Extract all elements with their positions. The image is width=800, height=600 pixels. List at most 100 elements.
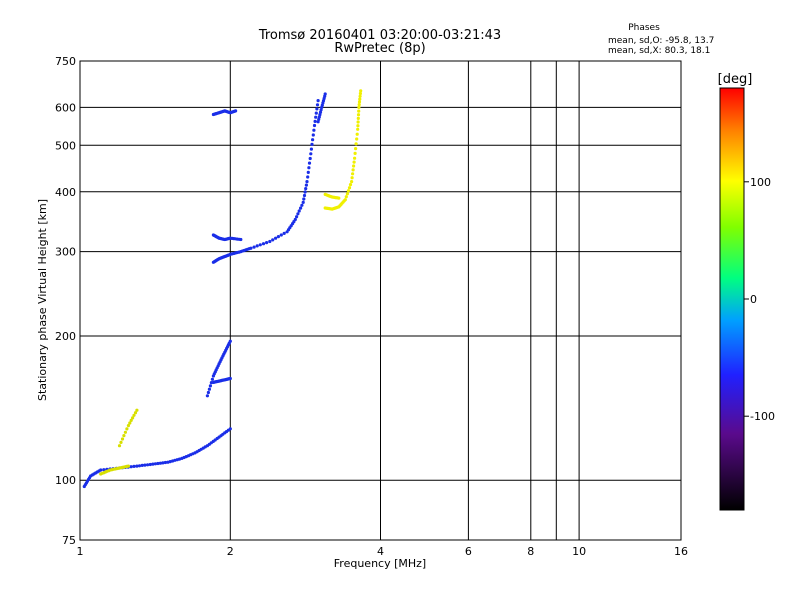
data-point (239, 237, 243, 242)
data-point (346, 189, 350, 193)
data-point (210, 377, 214, 381)
data-point (228, 427, 232, 431)
data-point (354, 142, 358, 146)
data-points (82, 89, 363, 489)
data-point (126, 464, 130, 468)
data-point (295, 215, 299, 219)
data-point (302, 193, 307, 198)
data-point (205, 394, 209, 398)
data-point (137, 464, 142, 468)
data-point (128, 421, 132, 425)
data-point (310, 142, 314, 146)
data-point (359, 89, 363, 93)
data-point (252, 245, 256, 249)
y-tick-label: 300 (55, 246, 76, 259)
data-point (315, 107, 319, 111)
y-tick-label: 750 (55, 55, 76, 68)
data-point (337, 196, 341, 200)
x-tick-label: 16 (674, 545, 688, 558)
data-point (315, 103, 320, 107)
data-point (355, 137, 359, 141)
data-point (120, 437, 125, 441)
x-tick-label: 1 (77, 545, 84, 558)
data-point (309, 147, 313, 151)
legend-header: Phases (628, 23, 660, 33)
data-point (228, 376, 232, 381)
data-point (356, 116, 360, 120)
y-tick-label: 600 (55, 101, 76, 114)
data-point (163, 460, 167, 465)
data-point (301, 200, 305, 204)
data-point (122, 434, 126, 438)
data-point (323, 92, 327, 96)
data-point (357, 105, 361, 109)
x-axis-label: Frequency [MHz] (334, 557, 426, 570)
data-point (255, 244, 259, 248)
y-tick-label: 500 (55, 139, 76, 152)
x-axis-ticks: 1 2 4 6 8 10 16 (77, 545, 689, 558)
data-point (314, 115, 318, 119)
data-point (274, 236, 278, 240)
data-point (357, 103, 361, 107)
data-point (356, 113, 361, 117)
data-point (102, 468, 106, 472)
data-point (265, 241, 269, 245)
data-point (356, 127, 360, 131)
data-point (316, 120, 320, 124)
data-point (356, 124, 360, 128)
data-point (148, 462, 152, 467)
data-point (351, 168, 355, 172)
data-point (358, 94, 362, 98)
x-tick-label: 10 (572, 545, 586, 558)
data-point (123, 430, 127, 434)
data-point (151, 462, 155, 466)
data-point (249, 246, 253, 250)
data-point (350, 176, 354, 180)
data-point (308, 156, 312, 161)
colorbar-tick-label: -100 (750, 410, 775, 423)
legend-line-x: mean, sd,X: 80.3, 18.1 (608, 46, 710, 56)
data-point (306, 170, 310, 174)
data-point (350, 180, 354, 184)
data-point (353, 156, 357, 160)
data-point (206, 390, 210, 395)
chart-title: Tromsø 20160401 03:20:00-03:21:43 (258, 28, 501, 43)
chart-subtitle: RwPretec (8p) (334, 41, 425, 56)
data-point (343, 198, 347, 202)
data-point (131, 416, 135, 420)
data-point (307, 166, 311, 170)
data-point (282, 231, 286, 235)
data-point (132, 464, 136, 468)
legend-line-o: mean, sd,O: -95.8, 13.7 (608, 36, 714, 46)
data-point (345, 192, 349, 196)
data-point (304, 187, 308, 191)
x-tick-label: 2 (227, 545, 234, 558)
data-point (352, 164, 356, 168)
data-point (344, 195, 348, 199)
data-point (293, 217, 297, 222)
colorbar (719, 87, 745, 511)
data-point (303, 190, 307, 194)
data-point (309, 152, 313, 156)
data-point (312, 123, 317, 128)
colorbar-tick-label: 100 (750, 176, 771, 189)
data-point (140, 463, 144, 467)
data-point (356, 120, 360, 124)
data-point (299, 206, 303, 210)
colorbar-tick-label: 0 (750, 293, 757, 306)
data-point (129, 465, 133, 469)
data-point (207, 387, 211, 391)
data-point (312, 128, 316, 132)
y-tick-label: 75 (62, 534, 76, 547)
data-point (311, 138, 315, 142)
data-point (135, 464, 139, 468)
data-point (317, 117, 321, 121)
data-point (306, 175, 310, 179)
colorbar-label: [deg] (718, 72, 753, 87)
data-point (234, 109, 238, 113)
data-point (125, 427, 129, 431)
data-point (133, 411, 138, 415)
data-point (117, 444, 122, 448)
data-point (307, 161, 312, 165)
